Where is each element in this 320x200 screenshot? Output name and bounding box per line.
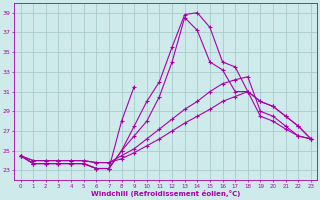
X-axis label: Windchill (Refroidissement éolien,°C): Windchill (Refroidissement éolien,°C) <box>91 190 240 197</box>
